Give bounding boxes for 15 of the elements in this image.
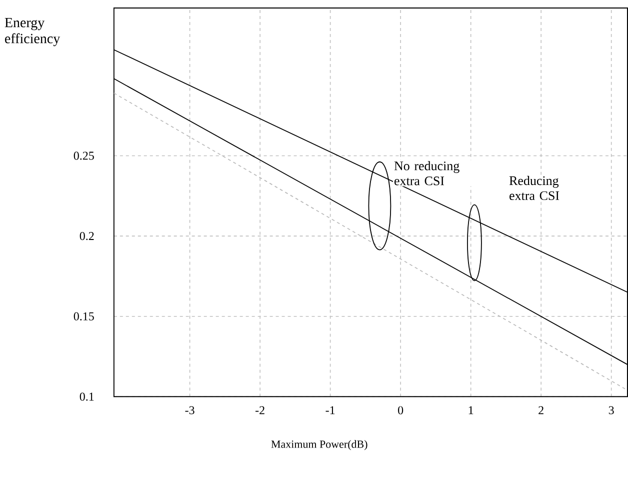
y-axis-title: Energy efficiency [4, 18, 60, 46]
y-tick-label: 0.25 [74, 152, 94, 160]
x-axis-title: Maximum Power(dB) [271, 440, 368, 450]
annotation: No reducing extra CSI [394, 161, 460, 186]
x-tick-label: -1 [326, 406, 335, 414]
y-tick-label: 0.2 [80, 232, 94, 240]
x-tick-label: 1 [468, 406, 474, 414]
x-tick-label: -2 [255, 406, 264, 414]
annotation: Reducing extra CSI [509, 176, 560, 200]
y-tick-label: 0.1 [80, 392, 94, 401]
x-tick-label: 2 [538, 406, 544, 414]
x-tick-label: -3 [185, 406, 194, 414]
x-tick-label: 3 [608, 406, 614, 414]
x-tick-label: 0 [398, 406, 404, 414]
y-tick-label: 0.15 [74, 312, 94, 321]
